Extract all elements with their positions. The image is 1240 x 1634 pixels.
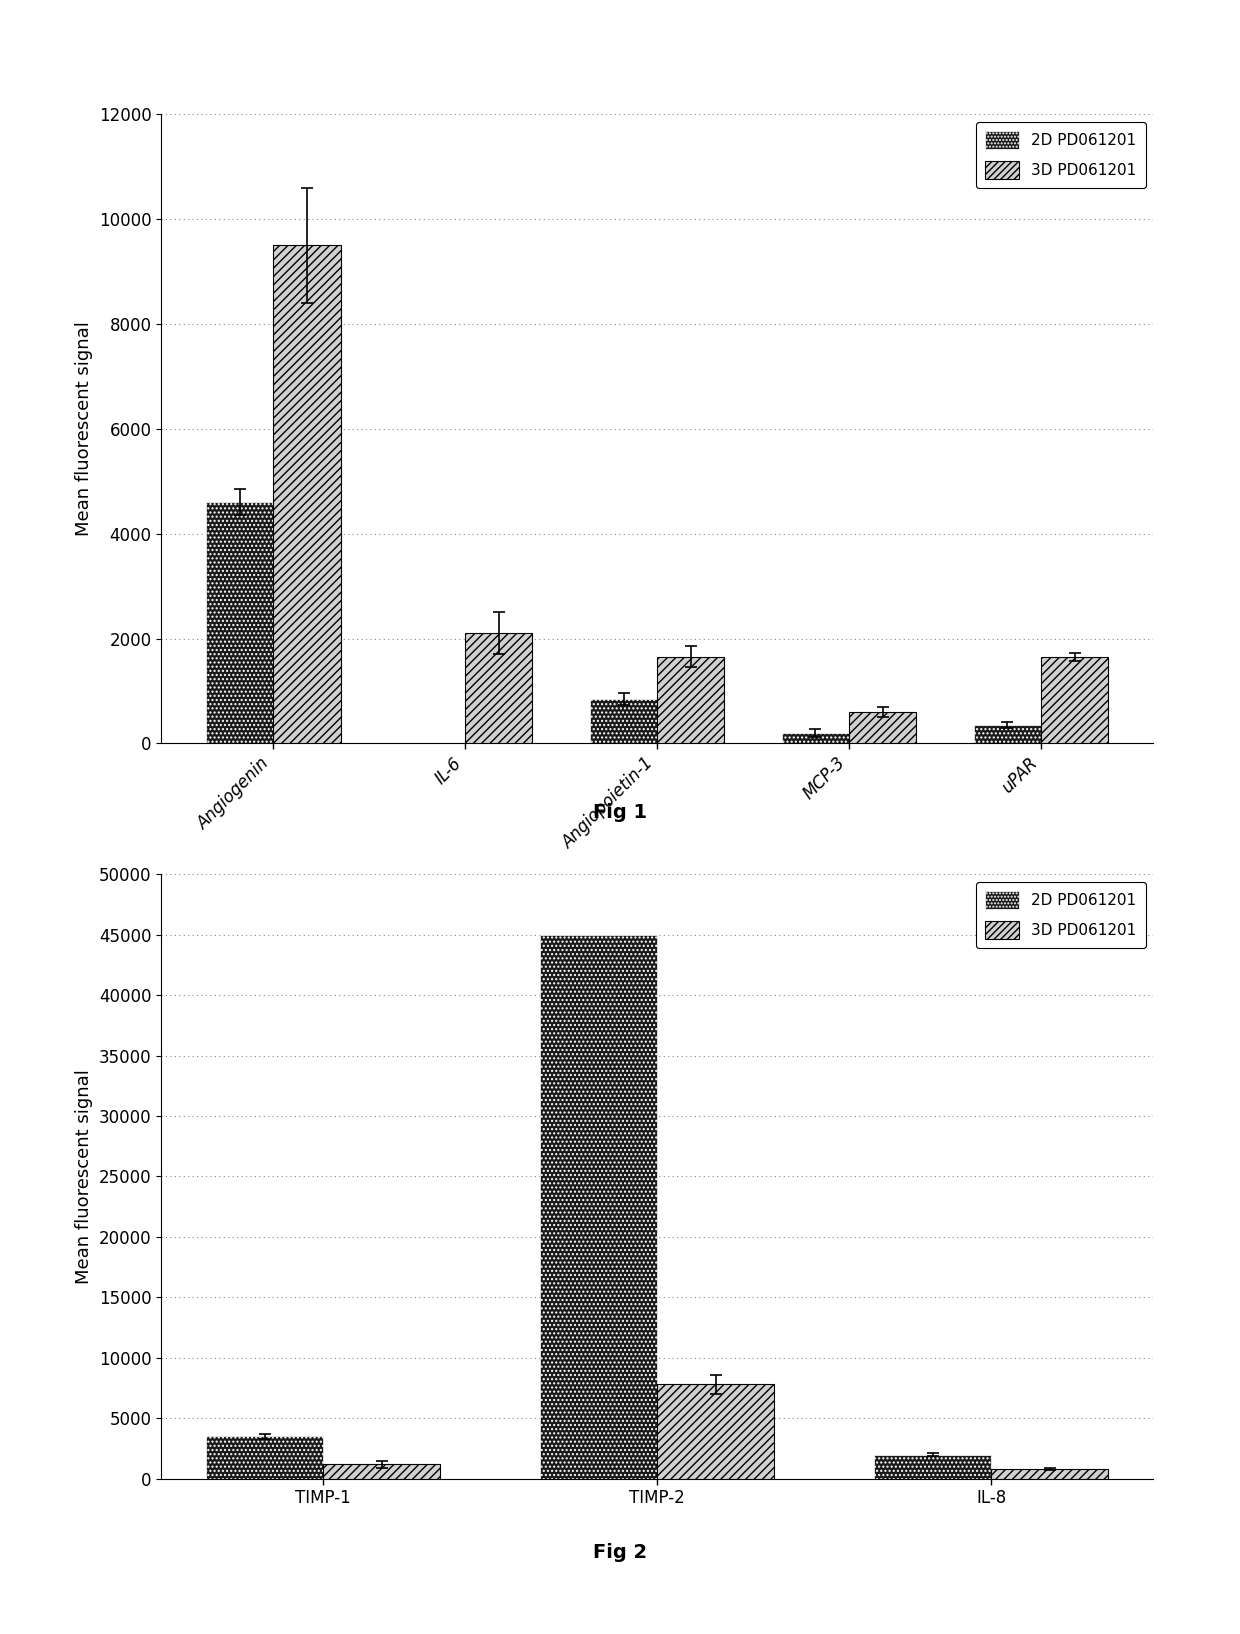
Bar	[1040, 657, 1109, 743]
Bar	[206, 502, 274, 743]
Bar	[657, 657, 724, 743]
Bar	[991, 1469, 1109, 1479]
Text: Fig 1: Fig 1	[593, 802, 647, 822]
Bar	[849, 712, 916, 743]
Bar	[782, 734, 849, 743]
Y-axis label: Mean fluorescent signal: Mean fluorescent signal	[76, 322, 93, 536]
Bar	[657, 1384, 774, 1479]
Bar	[541, 935, 657, 1479]
Legend: 2D PD061201, 3D PD061201: 2D PD061201, 3D PD061201	[976, 123, 1146, 188]
Legend: 2D PD061201, 3D PD061201: 2D PD061201, 3D PD061201	[976, 882, 1146, 948]
Y-axis label: Mean fluorescent signal: Mean fluorescent signal	[76, 1069, 93, 1284]
Text: Fig 2: Fig 2	[593, 1542, 647, 1562]
Bar	[874, 1454, 991, 1479]
Bar	[324, 1464, 440, 1479]
Bar	[973, 725, 1040, 743]
Bar	[206, 1436, 324, 1479]
Bar	[274, 245, 341, 743]
Bar	[590, 699, 657, 743]
Bar	[465, 634, 532, 743]
